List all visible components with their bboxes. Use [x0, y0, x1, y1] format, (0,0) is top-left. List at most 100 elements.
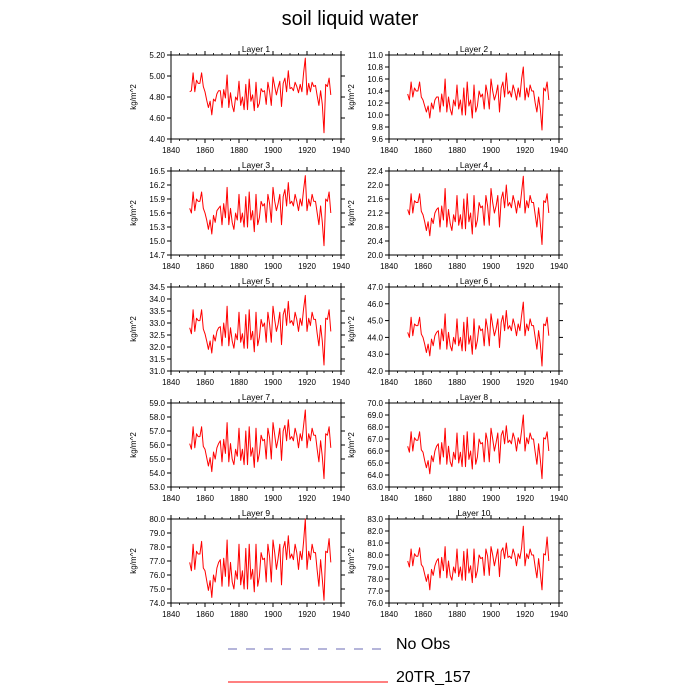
y-tick-label: 5.20 — [149, 51, 165, 60]
plot-frame — [388, 402, 560, 488]
plot-frame — [170, 286, 342, 372]
y-tick-label: 83.0 — [367, 515, 383, 524]
x-tick-label: 1900 — [264, 146, 282, 155]
panel-title: Layer 3 — [242, 160, 271, 170]
plot-frame — [170, 518, 342, 604]
series-line-20tr-157 — [407, 66, 550, 131]
y-tick-label: 33.5 — [149, 307, 165, 316]
y-tick-label: 53.0 — [149, 483, 165, 492]
x-tick-label: 1860 — [196, 494, 214, 503]
series-line-20tr-157 — [189, 518, 332, 601]
series-line-20tr-157 — [407, 175, 550, 245]
x-tick-label: 1940 — [332, 262, 350, 271]
y-tick-label: 10.4 — [367, 87, 383, 96]
y-tick-label: 15.6 — [149, 209, 165, 218]
y-tick-label: 64.0 — [367, 471, 383, 480]
y-tick-label: 82.0 — [367, 527, 383, 536]
x-tick-label: 1860 — [414, 610, 432, 619]
y-tick-label: 10.6 — [367, 75, 383, 84]
y-tick-label: 80.0 — [367, 551, 383, 560]
y-tick-label: 21.2 — [367, 209, 383, 218]
y-axis-label: kg/m^2 — [129, 548, 138, 574]
y-tick-label: 76.0 — [149, 571, 165, 580]
y-tick-label: 16.5 — [149, 167, 165, 176]
x-tick-label: 1880 — [230, 494, 248, 503]
y-tick-label: 47.0 — [367, 283, 383, 292]
panel-layer-10: Layer 10 kg/m^2 1840 1860 1880 1900 1920 1940 76… — [347, 508, 568, 619]
y-axis-label: kg/m^2 — [129, 432, 138, 458]
plot-frame — [170, 170, 342, 256]
x-tick-label: 1840 — [162, 610, 180, 619]
x-tick-label: 1900 — [264, 378, 282, 387]
x-tick-label: 1860 — [414, 262, 432, 271]
panel-layer-7: Layer 7 kg/m^2 1840 1860 1880 1900 1920 1940 53.… — [129, 392, 350, 503]
y-tick-label: 66.0 — [367, 447, 383, 456]
x-tick-label: 1940 — [550, 146, 568, 155]
y-tick-label: 21.6 — [367, 195, 383, 204]
y-tick-label: 55.0 — [149, 455, 165, 464]
x-tick-label: 1840 — [380, 262, 398, 271]
y-tick-label: 74.0 — [149, 599, 165, 608]
y-tick-label: 68.0 — [367, 423, 383, 432]
y-tick-label: 34.0 — [149, 295, 165, 304]
series-line-20tr-157 — [189, 294, 332, 366]
x-tick-label: 1900 — [482, 262, 500, 271]
plot-frame — [388, 54, 560, 140]
panel-title: Layer 2 — [460, 44, 489, 54]
x-tick-label: 1920 — [516, 262, 534, 271]
panel-layer-1: Layer 1 kg/m^2 1840 1860 1880 1900 1920 1940 4.4… — [129, 44, 350, 155]
series-line-20tr-157 — [189, 57, 332, 134]
x-tick-label: 1840 — [380, 146, 398, 155]
y-tick-label: 20.8 — [367, 223, 383, 232]
plot-frame — [388, 518, 560, 604]
y-tick-label: 67.0 — [367, 435, 383, 444]
x-tick-label: 1860 — [196, 610, 214, 619]
panel-title: Layer 4 — [460, 160, 489, 170]
series-line-20tr-157 — [407, 301, 550, 367]
x-tick-label: 1840 — [162, 494, 180, 503]
y-tick-label: 22.0 — [367, 181, 383, 190]
y-tick-label: 4.40 — [149, 135, 165, 144]
x-tick-label: 1880 — [230, 262, 248, 271]
x-tick-label: 1860 — [414, 494, 432, 503]
x-tick-label: 1880 — [230, 610, 248, 619]
y-tick-label: 79.0 — [367, 563, 383, 572]
y-axis-label: kg/m^2 — [347, 432, 356, 458]
series-line-20tr-157 — [407, 414, 550, 480]
y-tick-label: 65.0 — [367, 459, 383, 468]
panel-layer-9: Layer 9 kg/m^2 1840 1860 1880 1900 1920 1940 74.… — [129, 508, 350, 619]
x-tick-label: 1940 — [550, 262, 568, 271]
plot-frame — [388, 170, 560, 256]
x-tick-label: 1920 — [298, 610, 316, 619]
x-tick-label: 1880 — [230, 378, 248, 387]
y-tick-label: 15.3 — [149, 223, 165, 232]
y-tick-label: 10.2 — [367, 99, 383, 108]
series-line-20tr-157 — [407, 525, 550, 591]
y-tick-label: 77.0 — [367, 587, 383, 596]
y-tick-label: 57.0 — [149, 427, 165, 436]
y-tick-label: 4.80 — [149, 93, 165, 102]
y-tick-label: 10.0 — [367, 111, 383, 120]
x-tick-label: 1940 — [332, 494, 350, 503]
y-tick-label: 5.00 — [149, 72, 165, 81]
panel-layer-5: Layer 5 kg/m^2 1840 1860 1880 1900 1920 1940 31.… — [129, 276, 350, 387]
y-tick-label: 4.60 — [149, 114, 165, 123]
panel-title: Layer 8 — [460, 392, 489, 402]
y-tick-label: 44.0 — [367, 333, 383, 342]
y-tick-label: 22.4 — [367, 167, 383, 176]
y-tick-label: 20.4 — [367, 237, 383, 246]
panel-title: Layer 1 — [242, 44, 271, 54]
y-tick-label: 77.0 — [149, 557, 165, 566]
x-tick-label: 1860 — [414, 146, 432, 155]
x-tick-label: 1940 — [550, 378, 568, 387]
x-tick-label: 1880 — [448, 610, 466, 619]
y-tick-label: 33.0 — [149, 319, 165, 328]
series-line-20tr-157 — [189, 409, 332, 480]
x-tick-label: 1920 — [298, 494, 316, 503]
x-tick-label: 1940 — [332, 610, 350, 619]
legend-item-20tr-157: 20TR_157 — [228, 669, 528, 691]
x-tick-label: 1900 — [482, 610, 500, 619]
x-tick-label: 1920 — [298, 146, 316, 155]
x-tick-label: 1900 — [264, 262, 282, 271]
